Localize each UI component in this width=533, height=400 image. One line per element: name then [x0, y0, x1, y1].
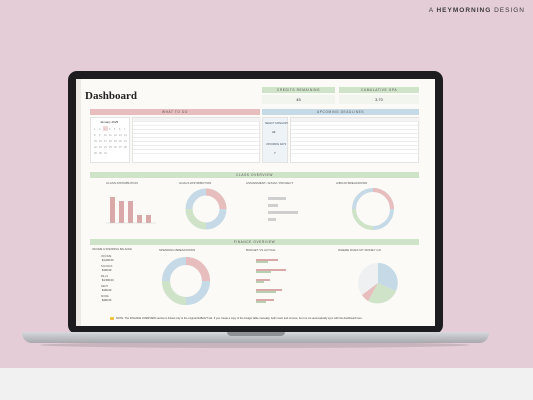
gpa-value: 3.70	[339, 95, 419, 104]
calendar-month: January 2025	[100, 120, 119, 124]
brand-credit: A HEYMORNING DESIGN	[428, 7, 525, 14]
deadlines-table	[290, 117, 420, 163]
sheet-side-margin	[76, 79, 81, 326]
svg-text:21: 21	[124, 140, 127, 143]
finance-label: SAVINGS	[101, 265, 113, 268]
svg-text:27: 27	[119, 146, 122, 149]
finance-label: RENT	[101, 285, 109, 288]
finance-value: $100.00	[102, 289, 112, 292]
money-title: WHERE DOES MY MONEY GO	[338, 248, 382, 252]
budget-title: BUDGET VS ACTUAL	[246, 248, 276, 252]
breakdown-title: A/B/C/D BREAKDOWN	[336, 181, 368, 185]
svg-text:5: 5	[114, 128, 116, 131]
svg-text:8: 8	[94, 134, 96, 137]
svg-text:7: 7	[124, 128, 126, 131]
upcoming-days-label: UPCOMING DAYS	[266, 143, 287, 146]
svg-text:17: 17	[104, 140, 107, 143]
finance-overview-header: FINANCE OVERVIEW	[90, 239, 419, 245]
laptop-shadow	[40, 342, 470, 348]
svg-text:19: 19	[114, 140, 117, 143]
laptop-screen: Dashboard CREDITS REMAINING CUMULATIVE G…	[76, 79, 435, 326]
svg-text:26: 26	[114, 146, 117, 149]
page-title: Dashboard	[85, 90, 137, 102]
svg-text:28: 28	[124, 146, 127, 149]
svg-text:16: 16	[99, 140, 102, 143]
finance-label: BILLS	[101, 275, 109, 278]
finance-value: $1,500.00	[102, 279, 114, 282]
breakdown-donut	[352, 188, 394, 230]
svg-text:1: 1	[94, 128, 96, 131]
svg-text:20: 20	[119, 140, 122, 143]
svg-text:14: 14	[124, 134, 127, 137]
laptop-base	[22, 332, 489, 343]
svg-text:13: 13	[119, 134, 122, 137]
spending-donut	[162, 257, 210, 305]
laptop: Dashboard CREDITS REMAINING CUMULATIVE G…	[68, 71, 443, 334]
svg-text:31: 31	[104, 152, 107, 155]
svg-text:10: 10	[104, 134, 107, 137]
finance-note: NOTE: The FINANCE OVERVIEW section is li…	[116, 317, 363, 320]
income-title: INCOME & SPENDING BALANCE	[92, 248, 132, 251]
select-category-label: SELECT CATEGORY	[265, 122, 289, 125]
svg-text:25: 25	[109, 146, 112, 149]
assignment-bar-chart	[268, 197, 298, 221]
class-overview-header: CLASS OVERVIEW	[90, 172, 419, 178]
svg-text:29: 29	[94, 152, 97, 155]
goals-distribution-title: GOALS DISTRIBUTION	[179, 181, 212, 185]
deadlines-header: UPCOMING DEADLINES	[262, 109, 419, 115]
credits-value: 45	[262, 95, 335, 104]
svg-text:6: 6	[119, 128, 121, 131]
svg-text:9: 9	[99, 134, 101, 137]
class-distribution-chart	[106, 197, 156, 224]
finance-label: MORE	[101, 295, 109, 298]
upcoming-days-value[interactable]: 7	[274, 151, 276, 155]
money-pie-chart	[358, 263, 398, 304]
budget-vs-actual-chart	[256, 259, 286, 303]
gpa-header: CUMULATIVE GPA	[339, 87, 419, 93]
deadlines-filter: SELECT CATEGORY All UPCOMING DAYS 7	[262, 117, 288, 163]
svg-text:23: 23	[99, 146, 102, 149]
credits-header: CREDITS REMAINING	[262, 87, 335, 93]
svg-text:22: 22	[94, 146, 97, 149]
finance-label: INCOME	[101, 255, 112, 258]
class-distribution-title: CLASS DISTRIBUTION	[106, 181, 138, 185]
svg-text:12: 12	[114, 134, 117, 137]
finance-value: $400.00	[102, 299, 112, 302]
goals-distribution-donut	[185, 188, 227, 230]
svg-text:2: 2	[99, 128, 101, 131]
svg-text:24: 24	[104, 146, 107, 149]
warning-icon	[110, 317, 114, 320]
svg-text:4: 4	[109, 128, 111, 131]
assignment-title: ASSIGNMENT / EXAM / PROJECT	[246, 181, 294, 185]
select-category-value[interactable]: All	[272, 130, 276, 134]
laptop-notch	[227, 332, 285, 336]
table-surface	[0, 368, 533, 400]
svg-text:30: 30	[99, 152, 102, 155]
spending-title: SPENDING BREAKDOWN	[159, 248, 196, 252]
finance-value: $1,000.00	[102, 259, 114, 262]
finance-value: $100.00	[102, 269, 112, 272]
svg-text:11: 11	[109, 134, 112, 137]
todo-table	[132, 117, 261, 163]
todo-header: WHAT TO DO	[90, 109, 260, 115]
svg-text:15: 15	[94, 140, 97, 143]
svg-text:18: 18	[109, 140, 112, 143]
